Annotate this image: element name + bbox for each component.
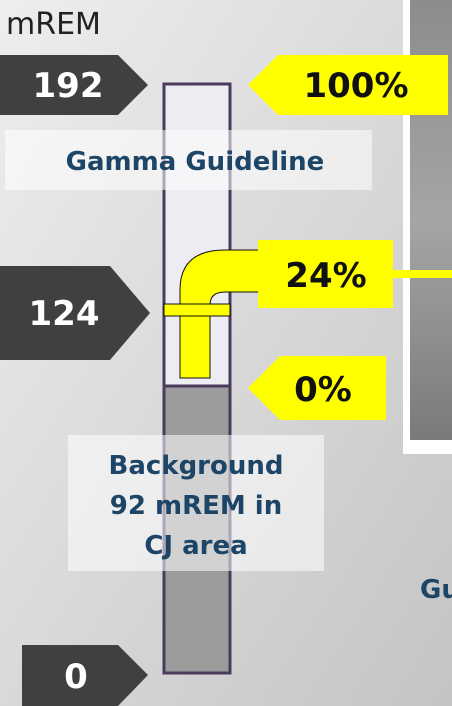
percent-label: 24% [285,256,366,296]
scale-label: 124 [29,294,100,334]
scale-label: 0 [64,657,88,697]
background-label: Background [109,451,284,481]
indicator-level [164,304,230,316]
guideline-label: Gamma Guideline [66,147,325,177]
scale-label: 192 [33,66,104,106]
page: mREM 192 124 0 100% 24% 0% Gamma Guideli… [0,0,452,706]
percent-label: 0% [294,370,352,410]
unit-label: mREM [6,7,101,42]
background-label: CJ area [144,531,247,561]
background-label: 92 mREM in [110,491,282,521]
cropped-text: Gu [420,575,452,605]
percent-label: 100% [303,66,408,106]
diagram: mREM 192 124 0 100% 24% 0% Gamma Guideli… [0,0,452,706]
